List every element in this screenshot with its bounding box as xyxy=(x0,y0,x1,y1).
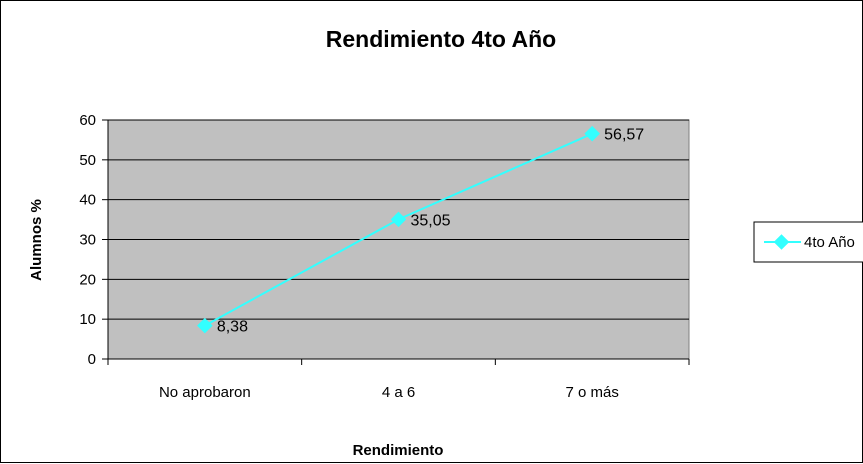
x-tick-label: No aprobaron xyxy=(159,384,251,401)
legend-marker xyxy=(773,234,790,250)
y-tick-label: 40 xyxy=(79,192,96,209)
axes xyxy=(102,119,690,365)
series-layer: 8,38 35,05 56,57 xyxy=(197,125,644,336)
data-label: 8,38 xyxy=(217,319,248,336)
data-label: 56,57 xyxy=(604,127,644,144)
y-tick-label: 0 xyxy=(88,351,96,368)
x-tick-label: 7 o más xyxy=(565,384,618,401)
chart-title: Rendimiento 4to Año xyxy=(326,26,556,52)
tick-labels: 0 10 20 30 40 50 60 No aprobaron 4 a 6 7 o más xyxy=(79,112,619,401)
x-axis-title: Rendimiento xyxy=(353,442,444,459)
y-tick-label: 50 xyxy=(79,152,96,169)
legend-label: 4to Año xyxy=(804,234,855,251)
x-tick-label: 4 a 6 xyxy=(382,384,415,401)
y-tick-label: 30 xyxy=(79,232,96,249)
y-tick-label: 20 xyxy=(79,271,96,288)
y-tick-label: 60 xyxy=(79,112,96,129)
data-point-marker xyxy=(390,211,407,228)
data-point-marker xyxy=(197,317,213,334)
legend: 4to Año xyxy=(753,221,863,263)
data-label: 35,05 xyxy=(411,212,451,229)
y-tick-label: 10 xyxy=(79,311,96,328)
y-axis-title: Alumnos % xyxy=(28,199,45,281)
